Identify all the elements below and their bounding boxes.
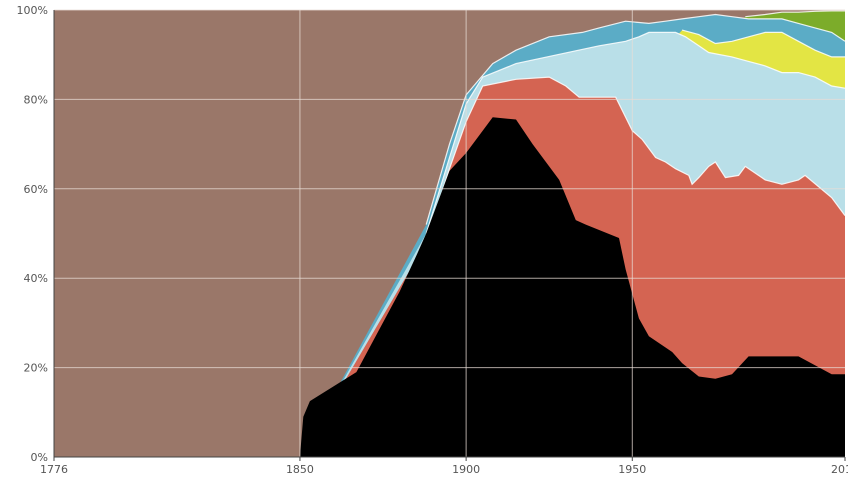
- y-tick-label: 80%: [24, 93, 48, 106]
- area-series-1: [299, 117, 845, 458]
- area-boundary-line-6: [745, 10, 845, 18]
- y-tick-label: 20%: [24, 362, 48, 375]
- y-tick-label: 60%: [24, 183, 48, 196]
- x-tick-label: 1900: [452, 463, 480, 476]
- area-boundary-line-5: [425, 13, 846, 225]
- y-tick-label: 0%: [31, 451, 48, 464]
- x-tick-label: 1776: [40, 463, 68, 476]
- area-boundary-line-2: [425, 76, 846, 243]
- y-tick-label: 100%: [17, 4, 48, 17]
- area-boundary-line-3: [425, 31, 846, 234]
- area-boundary-line-4: [681, 29, 845, 58]
- x-tick-label: 1950: [618, 463, 646, 476]
- x-tick-label: 2014: [831, 463, 848, 476]
- x-tick-label: 1850: [286, 463, 314, 476]
- y-tick-label: 40%: [24, 272, 48, 285]
